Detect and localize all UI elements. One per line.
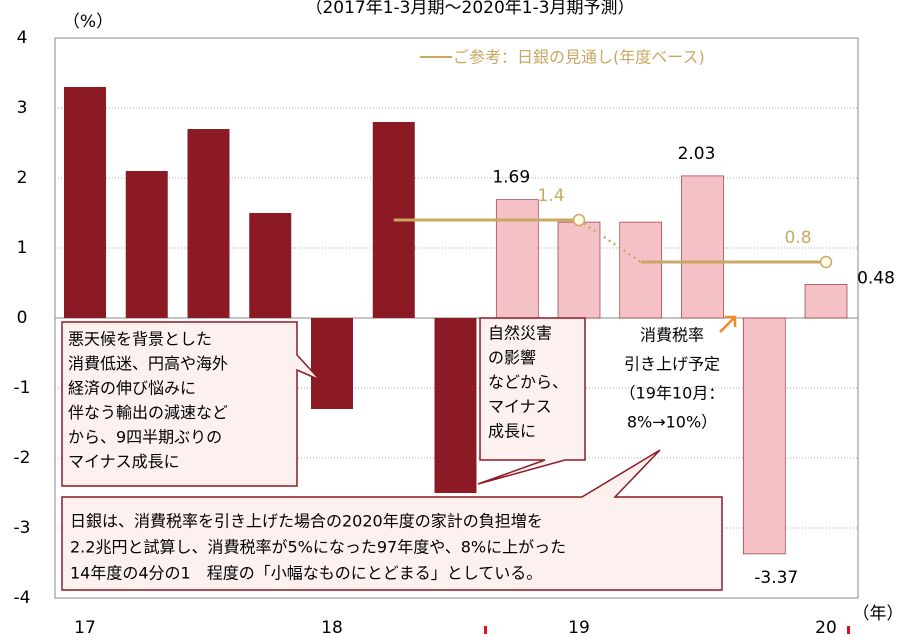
callout bbox=[477, 317, 586, 485]
y-tick-label: -2 bbox=[14, 448, 31, 468]
bar bbox=[742, 317, 786, 555]
annotation: 日銀は、消費税率を引き上げた場合の2020年度の家計の負担増を bbox=[70, 512, 543, 531]
legend-label: ご参考：日銀の見通し(年度ベース) bbox=[453, 48, 705, 67]
y-tick-label: 4 bbox=[17, 28, 28, 48]
annotation: 8%→10%） bbox=[627, 413, 717, 432]
y-tick-label: -3 bbox=[14, 518, 31, 538]
bar bbox=[434, 318, 477, 493]
reference-label: 1.4 bbox=[537, 186, 564, 206]
bar bbox=[64, 87, 106, 318]
callout bbox=[61, 449, 723, 591]
bar bbox=[681, 175, 724, 319]
y-tick-label: 3 bbox=[17, 98, 28, 118]
y-tick-label: 1 bbox=[17, 238, 28, 258]
data-label: -3.37 bbox=[754, 568, 798, 588]
y-tick-label: 2 bbox=[17, 168, 28, 188]
y-axis-label: （%） bbox=[63, 12, 113, 32]
annotation: 伴なう輸出の減速など bbox=[68, 403, 228, 422]
bar bbox=[557, 221, 601, 319]
arrow bbox=[719, 315, 737, 333]
annotation: 成長に bbox=[488, 422, 536, 441]
annotation: 14年度の4分の1 程度の「小幅なものにとどまる」としている。 bbox=[70, 564, 542, 583]
annotation: 経済の伸び悩みに bbox=[68, 379, 196, 398]
annotation: 悪天候を背景とした bbox=[68, 330, 212, 349]
bar bbox=[311, 318, 353, 409]
reference-marker bbox=[819, 255, 833, 269]
y-tick-label: -1 bbox=[14, 378, 31, 398]
bar bbox=[125, 171, 168, 318]
data-label: 2.03 bbox=[678, 144, 716, 164]
annotation: 自然災害 bbox=[488, 324, 552, 343]
annotation: から、9四半期ぶりの bbox=[68, 428, 222, 447]
marker bbox=[484, 626, 487, 634]
annotation: 消費税率 bbox=[640, 326, 704, 345]
bar bbox=[495, 199, 539, 319]
x-tick-label: 18 bbox=[321, 618, 343, 637]
reference-marker bbox=[572, 213, 586, 227]
x-tick-label: 19 bbox=[568, 618, 590, 637]
data-label: 0.48 bbox=[857, 268, 895, 288]
chart-title: （2017年1-3月期～2020年1-3月期予測） bbox=[305, 0, 634, 18]
annotation: 引き上げ予定 bbox=[624, 355, 720, 374]
bar bbox=[249, 213, 292, 318]
callouts bbox=[61, 315, 737, 591]
x-tick-label: 17 bbox=[74, 618, 96, 637]
reference-line bbox=[578, 218, 642, 264]
reference-label: 0.8 bbox=[784, 228, 811, 248]
annotation: の影響 bbox=[488, 348, 536, 367]
bar bbox=[187, 129, 230, 318]
data-label: 1.69 bbox=[492, 168, 530, 188]
x-axis-label: （年） bbox=[853, 604, 902, 624]
bar bbox=[804, 284, 848, 319]
annotation: などから、 bbox=[488, 373, 568, 392]
x-tick-label: 20 bbox=[815, 618, 837, 637]
annotation: 消費低迷、円高や海外 bbox=[68, 354, 228, 373]
annotation: （19年10月： bbox=[620, 384, 725, 403]
marker bbox=[847, 626, 850, 634]
annotation: マイナス成長に bbox=[68, 452, 180, 471]
callout bbox=[61, 321, 321, 487]
annotation: 2.2兆円と試算し、消費税率が5%になった97年度や、8%に上がった bbox=[70, 538, 566, 557]
y-tick-label: -4 bbox=[14, 588, 31, 608]
y-tick-label: 0 bbox=[17, 308, 28, 328]
annotation: マイナス bbox=[488, 397, 552, 416]
bar bbox=[619, 221, 663, 319]
